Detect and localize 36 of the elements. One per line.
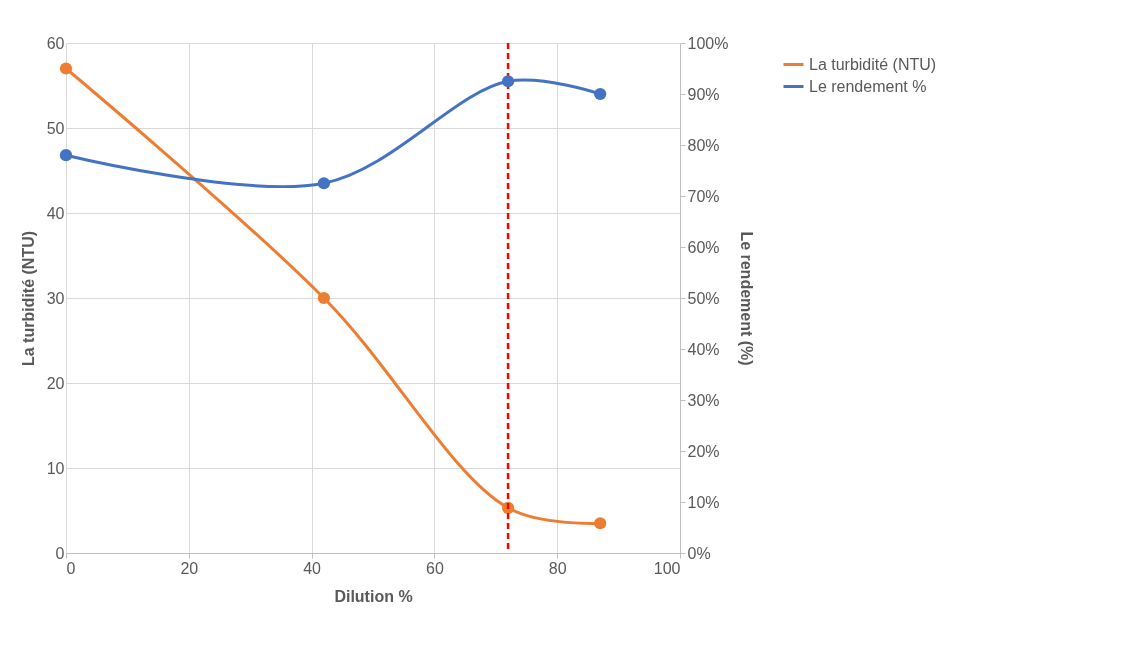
y-axis-title: La turbidité (NTU)	[19, 230, 37, 367]
y2-tick-label: 90%	[687, 85, 720, 103]
x-tick-label: 80	[548, 559, 567, 577]
x-axis-title: Dilution %	[334, 587, 413, 605]
legend-label: Le rendement %	[809, 77, 927, 95]
point	[317, 291, 330, 305]
y-tick-label: 30	[46, 289, 65, 307]
x-tick-label: 40	[303, 559, 322, 577]
point	[59, 62, 73, 75]
point	[59, 149, 73, 162]
y2-tick-label: 100%	[687, 34, 729, 52]
y2-tick-label: 80%	[687, 136, 720, 154]
point	[594, 87, 607, 101]
y2-tick-label: 70%	[687, 187, 720, 205]
y-tick-label: 40	[46, 204, 65, 222]
y2-axis-title: Le rendement (%)	[738, 231, 756, 366]
x-tick-label: 20	[180, 559, 199, 577]
y2-tick-label: 40%	[687, 340, 720, 358]
point	[317, 177, 330, 190]
point	[501, 75, 515, 88]
y-tick-label: 60	[46, 34, 65, 52]
point	[594, 517, 607, 530]
y2-tick-label: 0%	[687, 544, 711, 562]
y2-tick-label: 30%	[687, 391, 720, 409]
y-tick-label: 20	[46, 374, 65, 392]
y2-tick-label: 20%	[687, 442, 720, 460]
x-tick-label: 100	[653, 559, 681, 577]
y2-tick-label: 10%	[687, 493, 720, 511]
y2-tick-label: 60%	[687, 238, 720, 256]
legend-label: La turbidité (NTU)	[809, 55, 937, 73]
y-tick-label: 10	[46, 459, 65, 477]
x-tick-label: 60	[426, 559, 444, 577]
y2-tick-label: 50%	[687, 289, 720, 307]
y-tick-label: 50	[46, 119, 65, 137]
y-tick-label: 0	[55, 544, 65, 562]
x-tick-label: 0	[66, 559, 76, 577]
